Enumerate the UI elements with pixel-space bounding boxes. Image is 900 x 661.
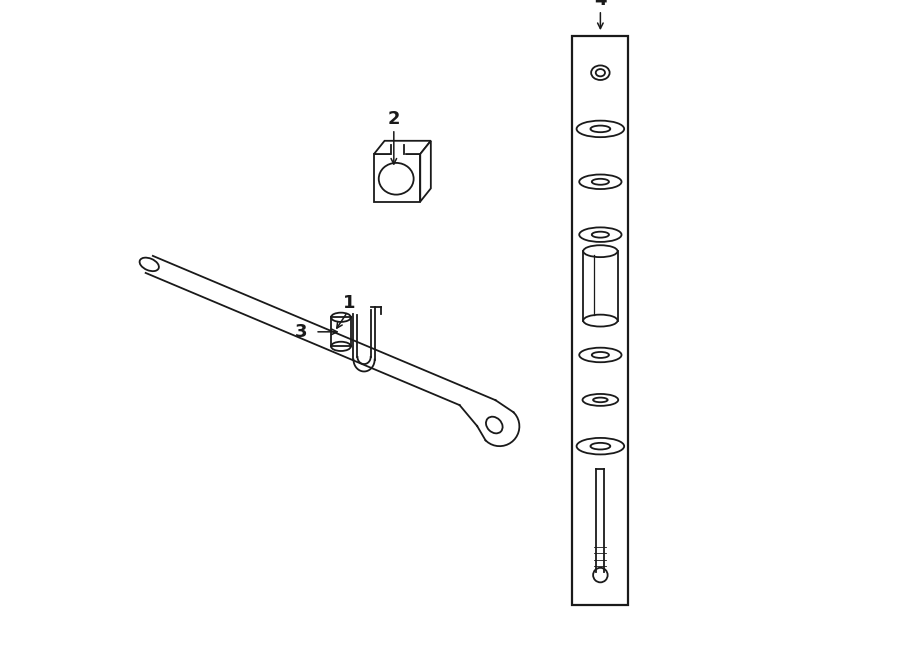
Ellipse shape [592,352,609,358]
Ellipse shape [379,163,414,194]
Polygon shape [374,154,420,202]
Ellipse shape [580,227,622,242]
Ellipse shape [331,313,351,322]
Text: 4: 4 [594,0,607,9]
Text: 2: 2 [388,110,400,128]
Ellipse shape [583,245,617,257]
Polygon shape [572,36,628,605]
Ellipse shape [596,69,605,77]
Ellipse shape [580,348,622,362]
Polygon shape [391,145,404,155]
Ellipse shape [592,231,609,237]
Ellipse shape [580,175,622,189]
Ellipse shape [486,416,502,434]
Ellipse shape [592,179,609,184]
Text: 3: 3 [294,323,307,341]
Ellipse shape [591,65,609,80]
Ellipse shape [593,397,608,402]
Ellipse shape [593,568,608,582]
Polygon shape [420,141,431,202]
Text: 1: 1 [343,293,356,312]
Ellipse shape [582,394,618,406]
Ellipse shape [577,121,625,137]
Ellipse shape [577,438,625,455]
Polygon shape [374,141,431,154]
Ellipse shape [140,258,159,271]
Ellipse shape [331,342,351,351]
Ellipse shape [583,315,617,327]
Ellipse shape [590,126,610,132]
Ellipse shape [590,443,610,449]
